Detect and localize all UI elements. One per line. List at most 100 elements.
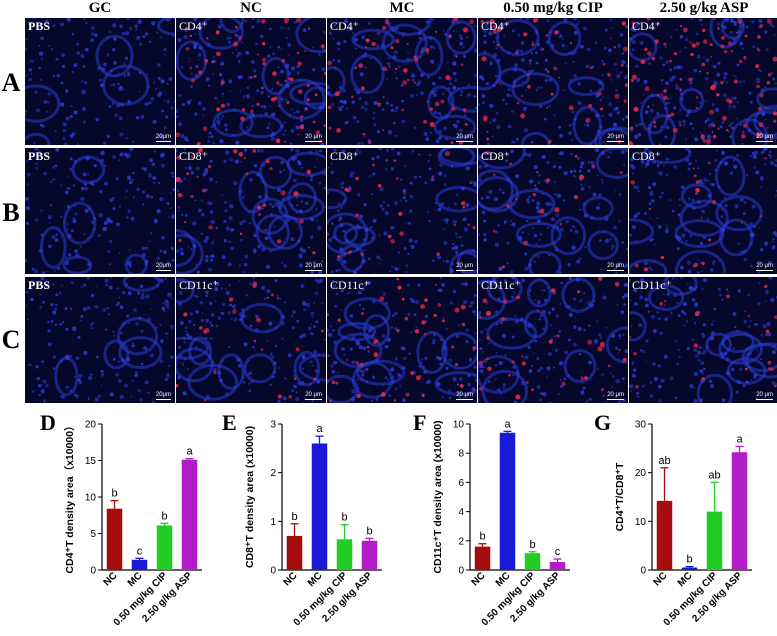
y-tick-label: 0	[458, 566, 464, 577]
tissue-image	[478, 148, 628, 274]
tissue-image	[327, 148, 477, 274]
panel-label: CD4⁺	[632, 19, 662, 33]
tissue-image	[176, 148, 326, 274]
tissue-image	[25, 277, 175, 403]
bar	[156, 525, 173, 570]
scale-bar: 20μm	[155, 134, 171, 142]
panel-label: PBS	[28, 149, 51, 163]
tissue-image	[478, 18, 628, 145]
category-label: NC	[102, 570, 120, 588]
scale-bar: 20 μm	[756, 392, 773, 400]
y-tick-label: 10	[635, 517, 647, 528]
bar-chart-cd11c: 0 2 4 6 8 10 CD11c⁺T density area (x10000) b NC a…	[432, 418, 570, 628]
column-header-nc: NC	[240, 0, 262, 16]
category-label: NC	[282, 570, 300, 588]
bar	[131, 559, 148, 570]
scale-bar: 20μm	[155, 392, 171, 400]
scale-bar: 20 μm	[607, 263, 624, 271]
micrograph-c-nc: CD11c⁺ 20 μm	[176, 277, 326, 403]
micrograph-a-asp: CD4⁺ 20 μm	[629, 18, 777, 145]
column-header-cip: 0.50 mg/kg CIP	[503, 0, 603, 16]
micrograph-c-cip: CD11c⁺ 20 μm	[478, 277, 628, 403]
micrograph-a-cip: CD4⁺ 20 μm	[478, 18, 628, 145]
column-header-asp: 2.50 g/kg ASP	[659, 0, 749, 16]
significance-letter: a	[504, 418, 511, 430]
tissue-image	[327, 18, 477, 145]
bar	[106, 508, 123, 570]
y-tick-label: 0	[270, 566, 276, 577]
panel-letter-g: G	[594, 410, 612, 435]
significance-letter: b	[161, 510, 167, 522]
y-axis-label: CD4⁺T density area（x10000）	[63, 420, 76, 573]
bar	[549, 561, 566, 570]
y-tick-label: 10	[85, 493, 97, 504]
significance-letter: c	[137, 545, 143, 557]
y-tick-label: 0	[90, 566, 96, 577]
panel-label: CD11c⁺	[179, 278, 219, 292]
significance-letter: ab	[708, 469, 720, 481]
row-label-b: B	[2, 198, 20, 227]
y-tick-label: 30	[635, 420, 647, 431]
micrograph-c-asp: CD11c⁺ 20 μm	[629, 277, 777, 403]
column-header-gc: GC	[88, 0, 112, 16]
panel-label: CD4⁺	[330, 19, 360, 33]
y-tick-label: 5	[90, 529, 96, 540]
category-label: MC	[126, 570, 145, 589]
significance-letter: b	[686, 554, 692, 566]
bar	[499, 432, 516, 570]
scale-bar: 20 μm	[305, 392, 322, 400]
micrograph-b-mc: CD8⁺ 20 μm	[327, 148, 477, 274]
y-tick-label: 8	[458, 449, 464, 460]
bar	[731, 452, 748, 570]
tissue-image	[25, 148, 175, 274]
panel-label: CD4⁺	[179, 19, 209, 33]
y-tick-label: 15	[85, 456, 97, 467]
category-label: MC	[306, 570, 325, 589]
bar	[681, 567, 698, 570]
bar	[706, 511, 723, 570]
bar	[474, 546, 491, 570]
panel-label: CD8⁺	[481, 149, 511, 163]
bar	[336, 539, 353, 570]
micrograph-b-gc: PBS 20μm	[25, 148, 175, 274]
bar	[286, 535, 303, 570]
bar	[524, 553, 541, 570]
y-tick-label: 10	[453, 420, 465, 431]
scale-bar: 20 μm	[756, 263, 773, 271]
scale-bar: 20 μm	[756, 134, 773, 142]
y-axis-label: CD8⁺T density area (x10000)	[244, 426, 256, 568]
significance-letter: b	[111, 488, 117, 500]
panel-label: CD11c⁺	[330, 278, 370, 292]
bar	[311, 443, 328, 570]
panel-label: CD11c⁺	[481, 278, 521, 292]
micrograph-a-mc: CD4⁺ 20 μm	[327, 18, 477, 145]
column-header-mc: MC	[389, 0, 415, 16]
category-label: NC	[652, 570, 670, 588]
panel-label: PBS	[28, 278, 51, 292]
micrograph-a-nc: CD4⁺ 20 μm	[176, 18, 326, 145]
tissue-image	[629, 148, 777, 274]
y-tick-label: 1	[270, 517, 276, 528]
micrograph-b-asp: CD8⁺ 20 μm	[629, 148, 777, 274]
y-tick-label: 2	[270, 468, 276, 479]
tissue-image	[478, 277, 628, 403]
category-label: MC	[494, 570, 513, 589]
scale-bar: 20 μm	[456, 392, 473, 400]
tissue-image	[629, 18, 777, 145]
y-tick-label: 6	[458, 478, 464, 489]
micrograph-c-gc: PBS 20μm	[25, 277, 175, 403]
tissue-image	[176, 18, 326, 145]
bar-chart-cd4: 0 5 10 15 20 CD4⁺T density area（x10000） b NC c MC…	[63, 420, 202, 628]
panel-label: CD11c⁺	[632, 278, 672, 292]
bar	[181, 459, 198, 570]
category-label: NC	[470, 570, 488, 588]
micrograph-b-cip: CD8⁺ 20 μm	[478, 148, 628, 274]
panel-label: PBS	[28, 19, 51, 33]
y-tick-label: 0	[640, 566, 646, 577]
micrograph-b-nc: CD8⁺ 20 μm	[176, 148, 326, 274]
micrograph-c-mc: CD11c⁺ 20 μm	[327, 277, 477, 403]
y-tick-label: 2	[458, 536, 464, 547]
significance-letter: b	[529, 539, 535, 551]
